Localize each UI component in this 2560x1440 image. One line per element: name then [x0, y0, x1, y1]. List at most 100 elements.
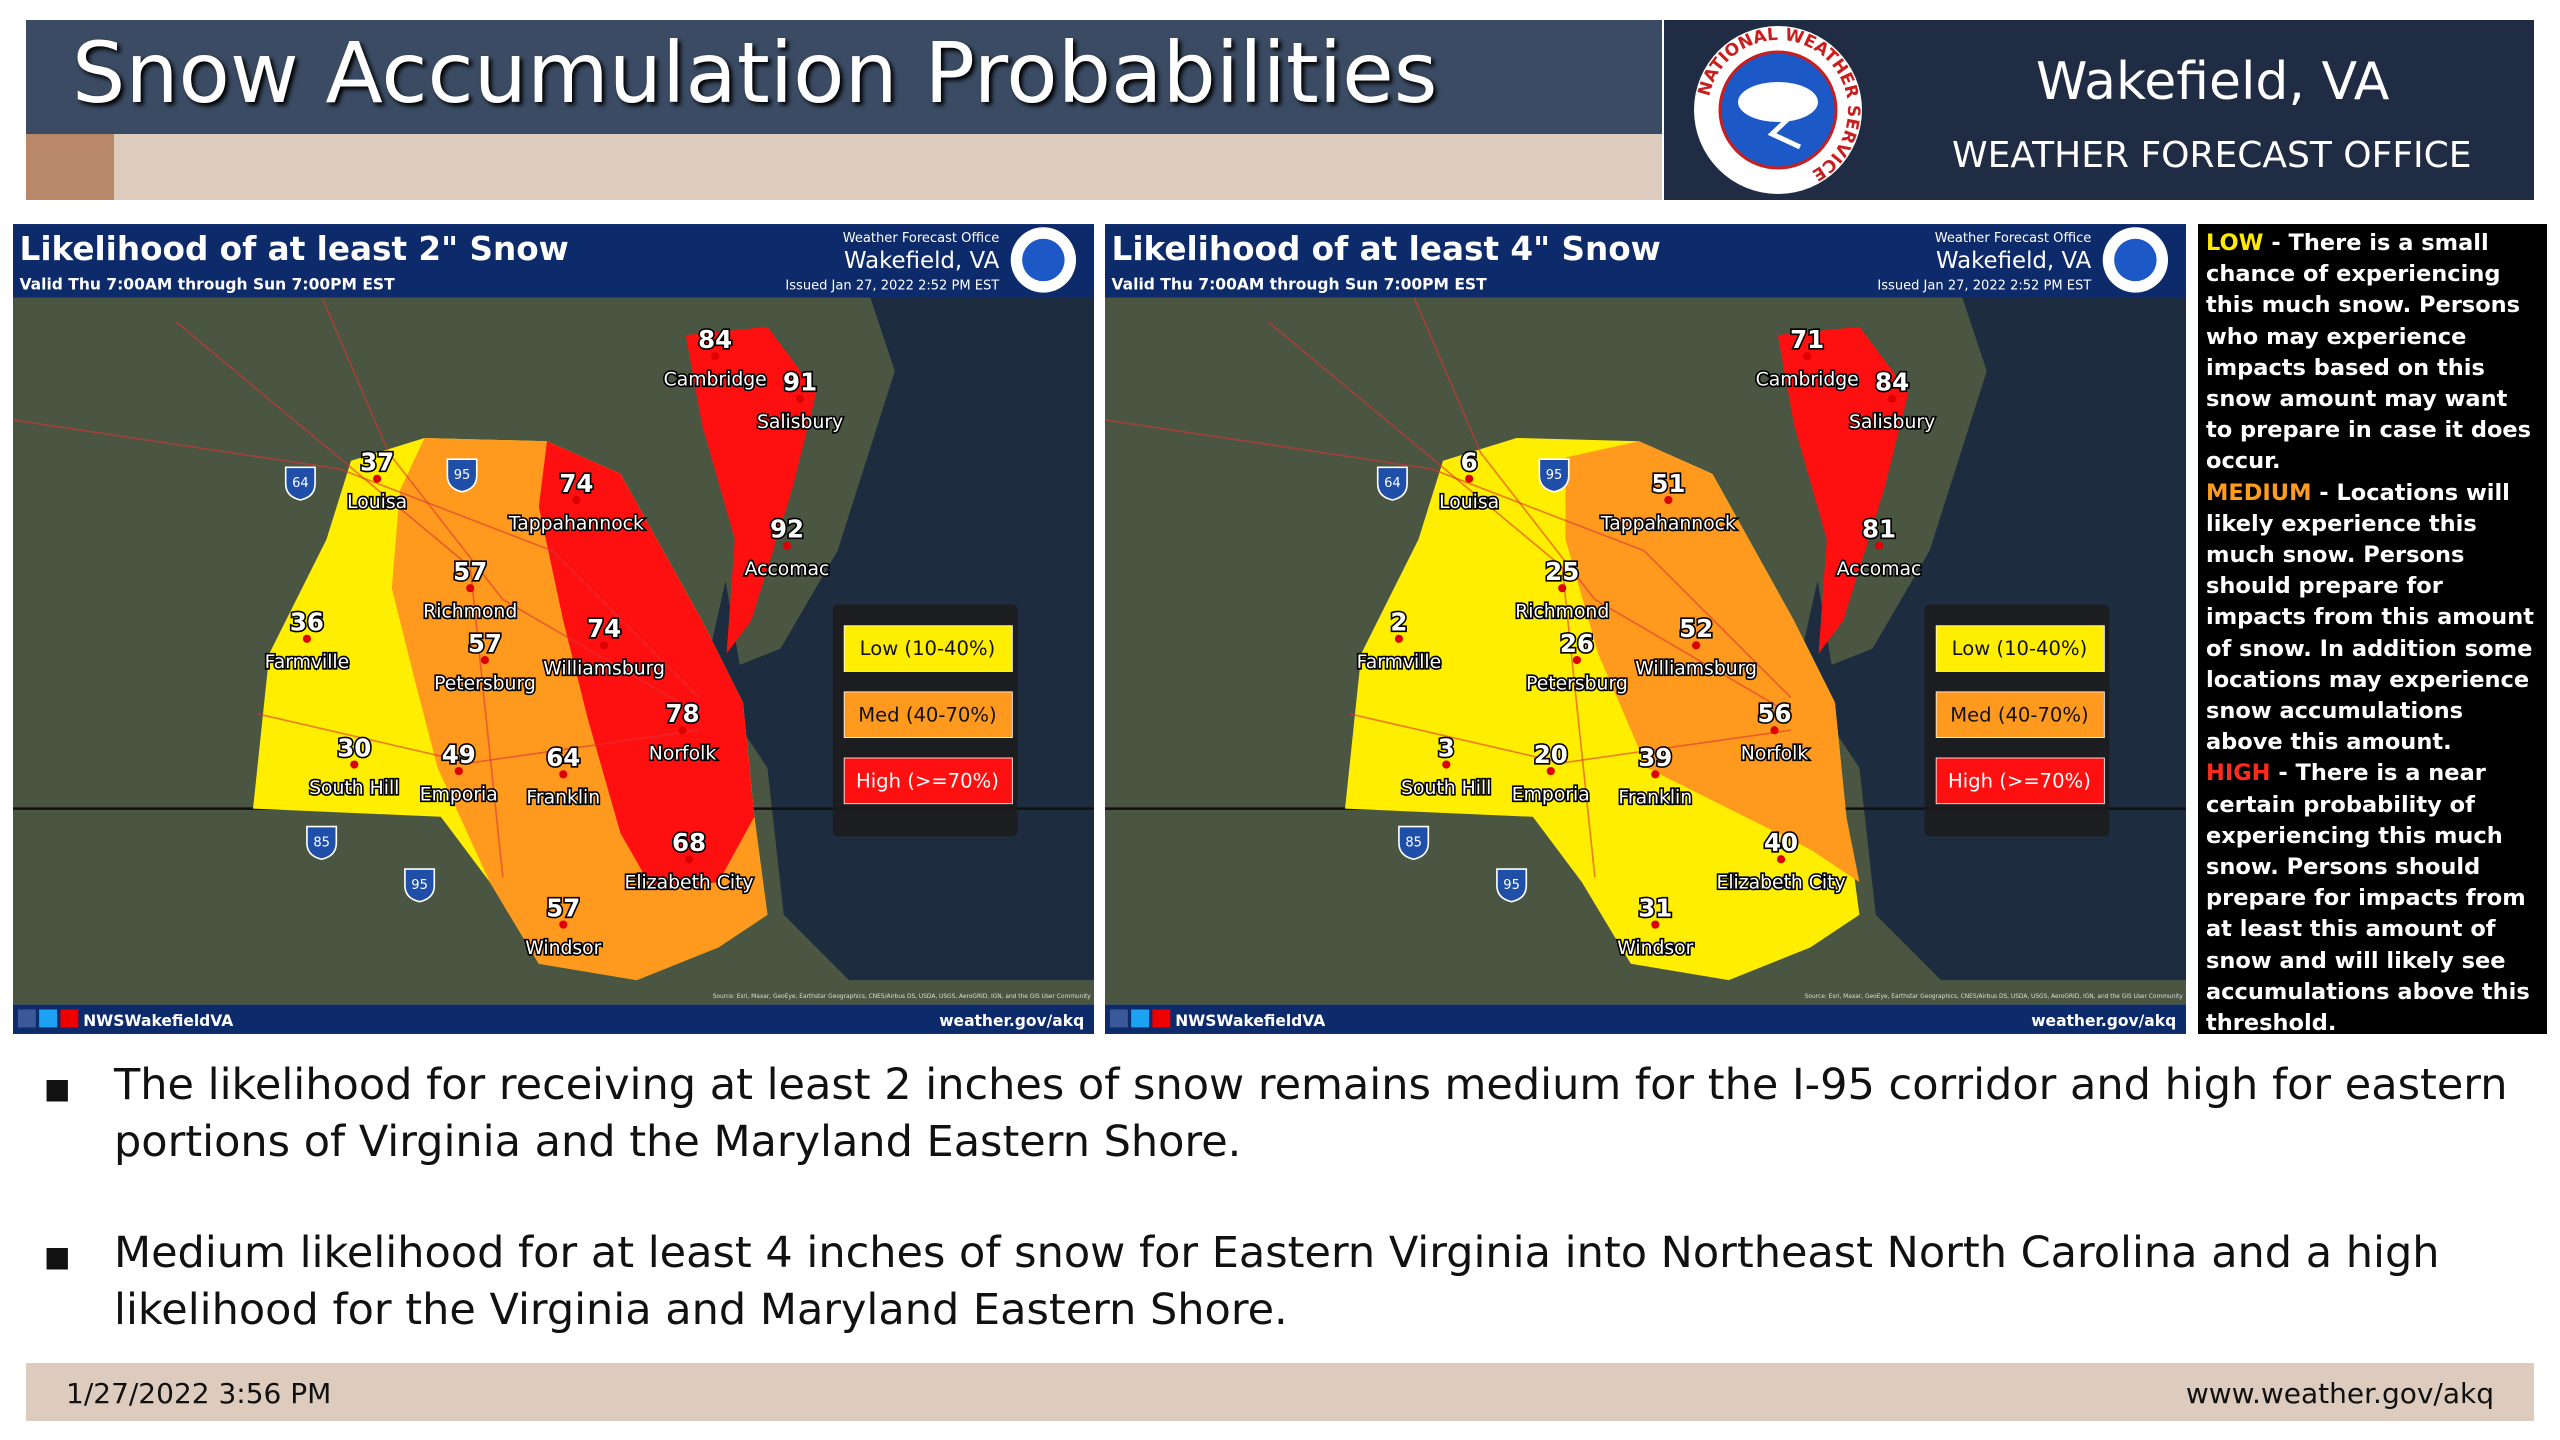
probability-value: 6 — [1461, 448, 1478, 477]
nws-logo: NATIONAL WEATHER SERVICE — [1694, 25, 1863, 194]
city-dot — [1651, 920, 1660, 929]
office-label: Weather Forecast Office — [1935, 231, 2092, 246]
probability-value: 68 — [672, 828, 706, 857]
footer-date: 1/27/2022 3:56 PM — [66, 1377, 332, 1410]
probability-value: 81 — [1862, 515, 1896, 544]
city-dot — [1394, 634, 1404, 643]
office-name: Wakefield, VA — [844, 248, 1000, 274]
nws-logo-inner — [2114, 238, 2157, 282]
social-handle: NWSWakefieldVA — [1175, 1012, 1325, 1030]
city-name: Accomac — [745, 559, 830, 580]
city-dot — [1664, 495, 1673, 505]
city-name: South Hill — [1401, 778, 1491, 799]
city-dot — [1776, 855, 1786, 864]
office-subtitle: WEATHER FORECAST OFFICE — [1952, 135, 2472, 176]
probability-value: 92 — [770, 515, 804, 544]
city-name: Tappahannock — [1600, 513, 1736, 534]
highway-shield — [1496, 868, 1528, 903]
social-icon — [60, 1009, 79, 1028]
header-band — [1105, 224, 2186, 298]
social-handle: NWSWakefieldVA — [83, 1012, 233, 1030]
highway-shield — [306, 825, 338, 861]
city-dot — [466, 584, 475, 593]
legend-swatch — [843, 757, 1013, 805]
city-name: Elizabeth City — [624, 873, 753, 894]
road — [175, 321, 504, 878]
valid-time: Valid Thu 7:00AM through Sun 7:00PM EST — [1112, 275, 1488, 293]
highway-number: 95 — [454, 468, 471, 483]
legend-label: Low (10-40%) — [1952, 637, 2088, 660]
city-name: Norfolk — [1741, 744, 1809, 765]
header-band — [13, 224, 1094, 298]
city-dot — [795, 394, 805, 403]
city-name: Richmond — [1515, 602, 1609, 623]
note-term: MEDIUM — [2206, 479, 2312, 506]
probability-value: 57 — [546, 893, 580, 922]
social-icon — [1152, 1009, 1171, 1028]
highway-number: 95 — [1503, 878, 1520, 893]
city-dot — [782, 541, 792, 550]
legend-label: Med (40-70%) — [1950, 703, 2088, 726]
road — [1267, 321, 1596, 878]
city-name: Elizabeth City — [1716, 873, 1845, 894]
city-name: Williamsburg — [543, 659, 665, 680]
zone-high — [538, 441, 755, 891]
city-dot — [600, 641, 609, 650]
city-name: Farmville — [265, 652, 350, 673]
social-icon — [17, 1009, 36, 1028]
road — [1381, 224, 1792, 715]
probability-value: 40 — [1764, 828, 1798, 857]
city-name: Cambridge — [664, 370, 767, 391]
probability-value: 25 — [1545, 557, 1579, 586]
legend-swatch — [1935, 691, 2105, 738]
highway-shield — [284, 466, 316, 501]
city-dot — [454, 766, 463, 776]
map-panel: Likelihood of at least 4" Snow Valid Thu … — [1105, 224, 2186, 1034]
probability-value: 57 — [468, 629, 502, 658]
city-name: Franklin — [1618, 788, 1692, 809]
city-dot — [480, 655, 489, 665]
city-name: Windsor — [1617, 938, 1693, 959]
legend-swatch — [1935, 757, 2105, 805]
highway-number: 85 — [313, 835, 330, 850]
office-label: Weather Forecast Office — [843, 231, 1000, 246]
legend-label: Low (10-40%) — [860, 637, 996, 660]
bullet-text: Medium likelihood for at least 4 inches … — [114, 1228, 2440, 1335]
city-name: Richmond — [423, 602, 517, 623]
valid-time: Valid Thu 7:00AM through Sun 7:00PM EST — [20, 275, 396, 293]
city-name: Windsor — [525, 938, 601, 959]
highway-shield — [446, 458, 478, 493]
city-dot — [1558, 584, 1567, 593]
zone-high — [1777, 326, 1909, 654]
city-name: Farmville — [1357, 652, 1442, 673]
probability-value: 52 — [1679, 614, 1713, 643]
note-text: - There is a near certain probability of… — [2206, 760, 2530, 1037]
road — [257, 713, 699, 764]
map-credit: Source: Esri, Maxar, GeoEye, Earthstar G… — [713, 994, 1092, 1000]
footer-band — [1105, 1004, 2186, 1034]
probability-value: 36 — [290, 608, 324, 637]
highway-number: 64 — [1384, 476, 1401, 491]
probability-value: 84 — [698, 325, 732, 354]
city-name: Petersburg — [434, 673, 536, 694]
map-url: weather.gov/akq — [939, 1012, 1084, 1030]
city-name: Emporia — [420, 784, 498, 805]
footer-band — [13, 1004, 1094, 1034]
legend-label: High (>=70%) — [1948, 769, 2091, 792]
map-title: Likelihood of at least 4" Snow — [1112, 230, 1661, 268]
note-term: HIGH — [2206, 760, 2271, 787]
header-band — [26, 134, 1662, 200]
map-panel: Likelihood of at least 2" Snow Valid Thu … — [13, 224, 1094, 1034]
office-name: Wakefield, VA — [2036, 52, 2390, 112]
bullet-marker: ■ — [44, 1072, 71, 1105]
highway-number: 95 — [1546, 468, 1563, 483]
social-icon — [39, 1009, 58, 1028]
city-name: Emporia — [1512, 784, 1590, 805]
city-dot — [559, 920, 568, 929]
note-text: - Locations will likely experience this … — [2206, 479, 2534, 756]
city-dot — [302, 634, 312, 643]
city-dot — [350, 760, 359, 769]
header-accent — [26, 134, 114, 200]
city-dot — [559, 770, 568, 779]
